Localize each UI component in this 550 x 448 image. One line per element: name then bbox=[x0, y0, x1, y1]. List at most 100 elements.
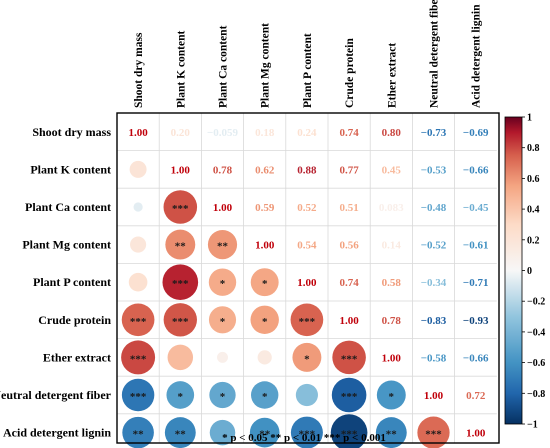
row-label-plant-p-content: Plant P content bbox=[33, 275, 111, 289]
correlation-circle bbox=[331, 377, 367, 413]
significance-mark: * bbox=[178, 391, 184, 403]
correlation-circle bbox=[133, 202, 143, 212]
correlation-value-label: 1.00 bbox=[255, 240, 275, 252]
correlation-value-label: −0.71 bbox=[463, 277, 489, 289]
correlation-circle bbox=[417, 416, 450, 448]
correlation-value-label: 0.88 bbox=[297, 164, 317, 176]
row-label-plant-k-content: Plant K content bbox=[30, 162, 111, 176]
correlation-circle bbox=[121, 340, 156, 375]
correlation-value-label: 0.20 bbox=[171, 127, 191, 139]
correlation-circle bbox=[217, 351, 228, 363]
correlation-circle bbox=[121, 378, 155, 412]
significance-mark: * bbox=[220, 278, 226, 290]
significance-mark: *** bbox=[130, 391, 147, 403]
correlation-circle bbox=[257, 350, 272, 365]
correlation-circle bbox=[208, 306, 237, 334]
correlation-value-label: 0.72 bbox=[466, 390, 486, 402]
correlation-circle bbox=[165, 229, 196, 260]
significance-mark: * bbox=[262, 278, 268, 290]
correlation-value-label: −0.73 bbox=[421, 127, 447, 139]
correlation-circle bbox=[208, 268, 237, 296]
matrix-grid bbox=[117, 113, 497, 443]
row-label-crude-protein: Crude protein bbox=[38, 313, 111, 327]
column-label-shoot-dry-mass: Shoot dry mass bbox=[133, 32, 145, 108]
correlation-value-label: 0.77 bbox=[339, 164, 359, 176]
correlation-circle bbox=[162, 264, 199, 301]
correlation-circle bbox=[167, 344, 194, 371]
correlation-circle bbox=[250, 268, 279, 297]
significance-mark: ** bbox=[133, 429, 145, 441]
correlation-circle bbox=[121, 303, 155, 337]
correlation-value-label: 0.78 bbox=[382, 315, 402, 327]
correlation-value-label: −0.58 bbox=[421, 352, 447, 364]
colorbar-tick-label: −0.4 bbox=[527, 327, 545, 338]
row-label-plant-mg-content: Plant Mg content bbox=[22, 238, 111, 252]
correlation-value-label: 1.00 bbox=[382, 352, 402, 364]
correlation-value-label: −0.93 bbox=[463, 315, 489, 327]
correlation-circle bbox=[250, 381, 279, 409]
significance-mark: ** bbox=[217, 241, 229, 253]
significance-mark: *** bbox=[341, 353, 358, 365]
significance-mark: *** bbox=[341, 429, 358, 441]
colorbar-tick-label: 0.8 bbox=[527, 143, 540, 154]
correlation-value-label: 1.00 bbox=[339, 315, 359, 327]
correlation-value-label: 0.18 bbox=[255, 127, 275, 139]
correlation-value-label: 1.00 bbox=[424, 390, 444, 402]
significance-mark: *** bbox=[172, 203, 189, 215]
significance-mark: *** bbox=[299, 316, 316, 328]
correlation-value-label: −0.48 bbox=[421, 202, 447, 214]
colorbar-tick-label: −0.8 bbox=[527, 389, 545, 400]
correlation-value-label: 0.083 bbox=[379, 202, 404, 214]
colorbar-tick-label: −0.6 bbox=[527, 358, 545, 369]
correlation-value-label: −0.83 bbox=[421, 315, 447, 327]
colorbar-tick-label: 0.6 bbox=[527, 174, 540, 185]
significance-mark: * bbox=[262, 316, 268, 328]
correlation-value-label: 1.00 bbox=[466, 428, 486, 440]
colorbar: 1 0.8 0.6 0.4 0.2 0 −0.2 −0.4 −0.6 −0.8 −1 bbox=[504, 113, 545, 431]
matrix-cells: 1.00 0.20 −0.059 0.18 0.24 0.74 0.80 −0.73 −0.69… bbox=[121, 127, 489, 448]
significance-mark: *** bbox=[425, 429, 442, 441]
correlation-value-label: 1.00 bbox=[128, 127, 148, 139]
correlation-circle bbox=[207, 230, 238, 260]
colorbar-tick-label: 0.4 bbox=[527, 205, 540, 216]
correlation-circle bbox=[295, 383, 318, 407]
correlation-value-label: 0.14 bbox=[382, 240, 402, 252]
correlation-value-label: 0.56 bbox=[339, 240, 359, 252]
correlation-circle bbox=[163, 190, 198, 224]
colorbar-bar bbox=[504, 116, 523, 425]
correlation-circle bbox=[163, 303, 197, 337]
correlation-value-label: 0.80 bbox=[382, 127, 402, 139]
column-label-plant-mg-content: Plant Mg content bbox=[260, 23, 272, 108]
correlation-value-label: 0.58 bbox=[382, 277, 402, 289]
correlation-circle bbox=[128, 272, 148, 292]
row-label-neutral-detergent-fiber: Neutral detergent fiber bbox=[0, 388, 112, 402]
correlation-value-label: 1.00 bbox=[297, 277, 317, 289]
significance-note: * p < 0.05 ** p < 0.01 *** p < 0.001 bbox=[222, 432, 386, 444]
row-label-plant-ca-content: Plant Ca content bbox=[25, 200, 111, 214]
correlation-value-label: −0.69 bbox=[463, 127, 489, 139]
row-label-ether-extract: Ether extract bbox=[43, 350, 111, 364]
row-headers: Shoot dry mass Plant K content Plant Ca co… bbox=[0, 125, 112, 440]
significance-mark: * bbox=[262, 391, 268, 403]
correlation-value-label: −0.53 bbox=[421, 164, 447, 176]
colorbar-tick-label: −0.2 bbox=[527, 297, 545, 308]
correlation-circle bbox=[375, 417, 407, 448]
correlation-value-label: 0.54 bbox=[297, 240, 317, 252]
row-label-acid-detergent-lignin: Acid detergent lignin bbox=[3, 426, 111, 440]
correlation-value-label: 0.74 bbox=[339, 277, 359, 289]
correlation-value-label: 0.45 bbox=[382, 164, 402, 176]
column-label-plant-ca-content: Plant Ca content bbox=[218, 25, 230, 108]
column-label-plant-k-content: Plant K content bbox=[175, 31, 187, 108]
correlation-circle bbox=[376, 380, 406, 410]
correlation-value-label: 1.00 bbox=[213, 202, 233, 214]
correlation-value-label: 0.62 bbox=[255, 164, 275, 176]
correlation-circle bbox=[209, 381, 236, 409]
correlation-value-label: 1.00 bbox=[171, 164, 191, 176]
significance-mark: ** bbox=[175, 429, 187, 441]
correlation-value-label: 0.52 bbox=[297, 202, 317, 214]
significance-mark: * bbox=[220, 391, 226, 403]
correlation-value-label: 0.74 bbox=[339, 127, 359, 139]
significance-mark: * bbox=[304, 353, 310, 365]
column-label-acid-detergent-lignin: Acid detergent lignin bbox=[471, 4, 483, 108]
